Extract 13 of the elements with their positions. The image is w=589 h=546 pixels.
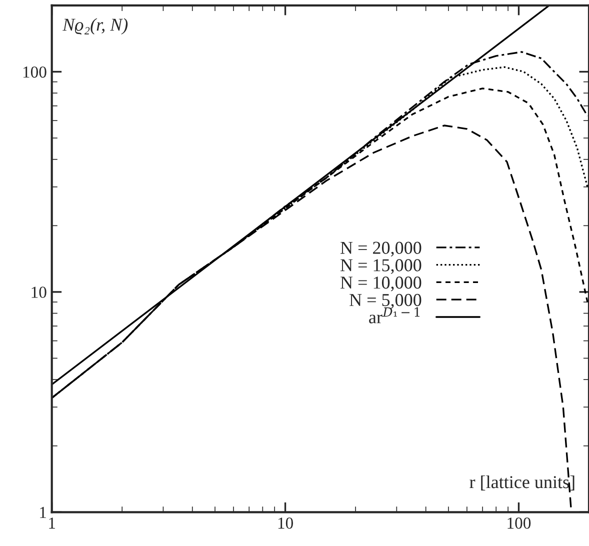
x-tick-label: 1 bbox=[49, 518, 55, 529]
y-tick-label: 1 bbox=[40, 506, 46, 518]
y-tick-label: 100 bbox=[23, 66, 46, 78]
x-tick-label: 100 bbox=[508, 517, 531, 529]
y-tick-label: 10 bbox=[32, 286, 46, 298]
legend-label: N = 10,000 bbox=[340, 276, 422, 292]
legend-label: ar$^{D₁−1}$ bbox=[369, 307, 420, 324]
x-tick-label: 10 bbox=[278, 517, 293, 529]
legend-label: N = 15,000 bbox=[340, 259, 422, 274]
legend-label: N = 20,000 bbox=[340, 242, 422, 257]
y-axis-title: Nϱ₂(r, N) bbox=[62, 18, 128, 35]
x-axis-title: r [lattice units] bbox=[470, 476, 574, 490]
legend-label: N = 5,000 bbox=[350, 294, 422, 309]
